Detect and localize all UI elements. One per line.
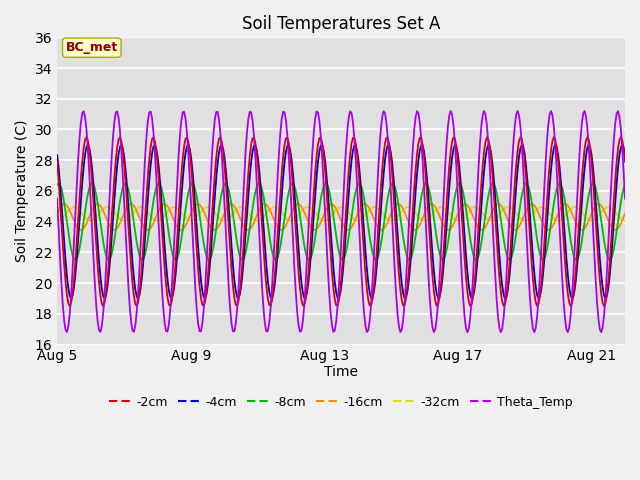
Legend: -2cm, -4cm, -8cm, -16cm, -32cm, Theta_Temp: -2cm, -4cm, -8cm, -16cm, -32cm, Theta_Te…	[104, 391, 578, 414]
Title: Soil Temperatures Set A: Soil Temperatures Set A	[242, 15, 440, 33]
Y-axis label: Soil Temperature (C): Soil Temperature (C)	[15, 120, 29, 262]
X-axis label: Time: Time	[324, 365, 358, 379]
Text: BC_met: BC_met	[66, 41, 118, 54]
